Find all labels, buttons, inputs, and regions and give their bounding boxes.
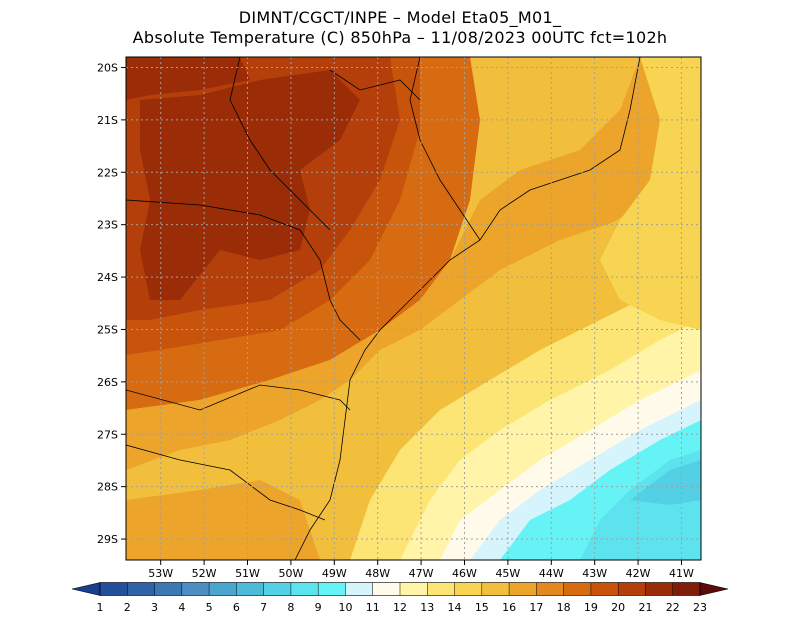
colorbar-swatch [400, 582, 428, 596]
field-17b [126, 480, 320, 560]
field-22 [140, 70, 360, 300]
colorbar-label: 16 [502, 601, 516, 614]
y-tick-label: 25S [97, 323, 118, 336]
y-tick-label: 20S [97, 61, 118, 74]
colorbar-label: 10 [338, 601, 352, 614]
colorbar-swatch [481, 582, 510, 596]
colorbar-label: 7 [260, 601, 267, 614]
colorbar-label: 23 [693, 601, 707, 614]
chart-title-line2: Absolute Temperature (C) 850hPa – 11/08/… [132, 28, 668, 47]
x-tick-label: 46W [452, 567, 477, 580]
colorbar-swatch [672, 582, 701, 596]
colorbar-over-triangle [699, 582, 729, 596]
colorbar-swatch [209, 582, 237, 596]
y-tick-label: 26S [97, 376, 118, 389]
colorbar-swatch [563, 582, 592, 596]
colorbar-label: 9 [315, 601, 322, 614]
x-tick-label: 51W [235, 567, 260, 580]
state-border-ms-sp [229, 57, 331, 231]
y-tick-label: 28S [97, 481, 118, 494]
colorbar-label: 14 [448, 601, 462, 614]
colorbar-label: 15 [475, 601, 489, 614]
x-tick-label: 44W [539, 567, 564, 580]
colorbar-swatch [509, 582, 537, 596]
chart-title-line1: DIMNT/CGCT/INPE – Model Eta05_M01_ [238, 8, 562, 27]
plot-frame [125, 56, 702, 561]
state-border-mg-north [329, 69, 421, 101]
x-tick-label: 47W [409, 567, 434, 580]
colorbar-swatch [536, 582, 565, 596]
colorbar-label: 8 [287, 601, 294, 614]
colorbar-swatch [590, 582, 619, 596]
x-axis: 53W 52W 51W 50W 49W 48W 47W 46W 45W 44W 43W 42W 41W [148, 560, 694, 580]
colorbar-label: 11 [366, 601, 380, 614]
colorbar-swatch [127, 582, 156, 596]
colorbar-swatch [154, 582, 183, 596]
colorbar-label: 3 [151, 601, 158, 614]
colorbar-swatch [181, 582, 210, 596]
colorbar-label: 19 [584, 601, 598, 614]
x-tick-label: 50W [278, 567, 303, 580]
x-tick-label: 42W [626, 567, 651, 580]
state-border-sc-rs [126, 444, 326, 521]
grid [126, 57, 701, 560]
colorbar-swatch [236, 582, 265, 596]
state-border-mg-es [409, 57, 481, 241]
colorbar-swatch [618, 582, 646, 596]
colorbar-label: 18 [557, 601, 571, 614]
colorbar-swatch [290, 582, 319, 596]
state-border-sp-pr [126, 199, 361, 341]
temperature-field [126, 57, 701, 560]
field-8 [630, 460, 701, 505]
colorbar-label: 6 [233, 601, 240, 614]
colorbar-under-triangle [71, 582, 101, 596]
x-tick-label: 45W [495, 567, 520, 580]
y-tick-label: 21S [97, 114, 118, 127]
x-tick-label: 41W [669, 567, 694, 580]
x-tick-label: 52W [192, 567, 217, 580]
y-tick-label: 23S [97, 219, 118, 232]
y-tick-label: 29S [97, 533, 118, 546]
coastline [294, 57, 641, 560]
colorbar-label: 5 [206, 601, 213, 614]
y-tick-label: 22S [97, 166, 118, 179]
y-axis: 20S 21S 22S 23S 24S 25S 26S 27S 28S 29S [97, 61, 126, 546]
colorbar-label: 17 [529, 601, 543, 614]
x-tick-label: 53W [148, 567, 173, 580]
colorbar: 1 2 3 4 5 6 7 8 9 10 11 12 13 14 15 16 17 18 19 20 21 22 23 [71, 582, 729, 614]
colorbar-label: 13 [420, 601, 434, 614]
colorbar-label: 1 [97, 601, 104, 614]
colorbar-label: 22 [666, 601, 680, 614]
y-tick-label: 27S [97, 428, 118, 441]
colorbar-label: 12 [393, 601, 407, 614]
colorbar-label: 2 [124, 601, 131, 614]
map-borders [126, 57, 641, 560]
x-tick-label: 48W [365, 567, 390, 580]
field-15 [600, 57, 701, 330]
y-tick-label: 24S [97, 271, 118, 284]
x-tick-label: 49W [322, 567, 347, 580]
colorbar-label: 21 [638, 601, 652, 614]
colorbar-swatch [100, 582, 128, 596]
colorbar-swatch [345, 582, 374, 596]
state-border-pr-sc [126, 384, 351, 411]
colorbar-swatch [454, 582, 483, 596]
x-tick-label: 43W [582, 567, 607, 580]
colorbar-swatch [645, 582, 674, 596]
colorbar-swatch [427, 582, 456, 596]
colorbar-swatch [263, 582, 292, 596]
colorbar-label: 4 [178, 601, 185, 614]
colorbar-label: 20 [611, 601, 625, 614]
colorbar-swatch [318, 582, 346, 596]
colorbar-swatch [372, 582, 401, 596]
